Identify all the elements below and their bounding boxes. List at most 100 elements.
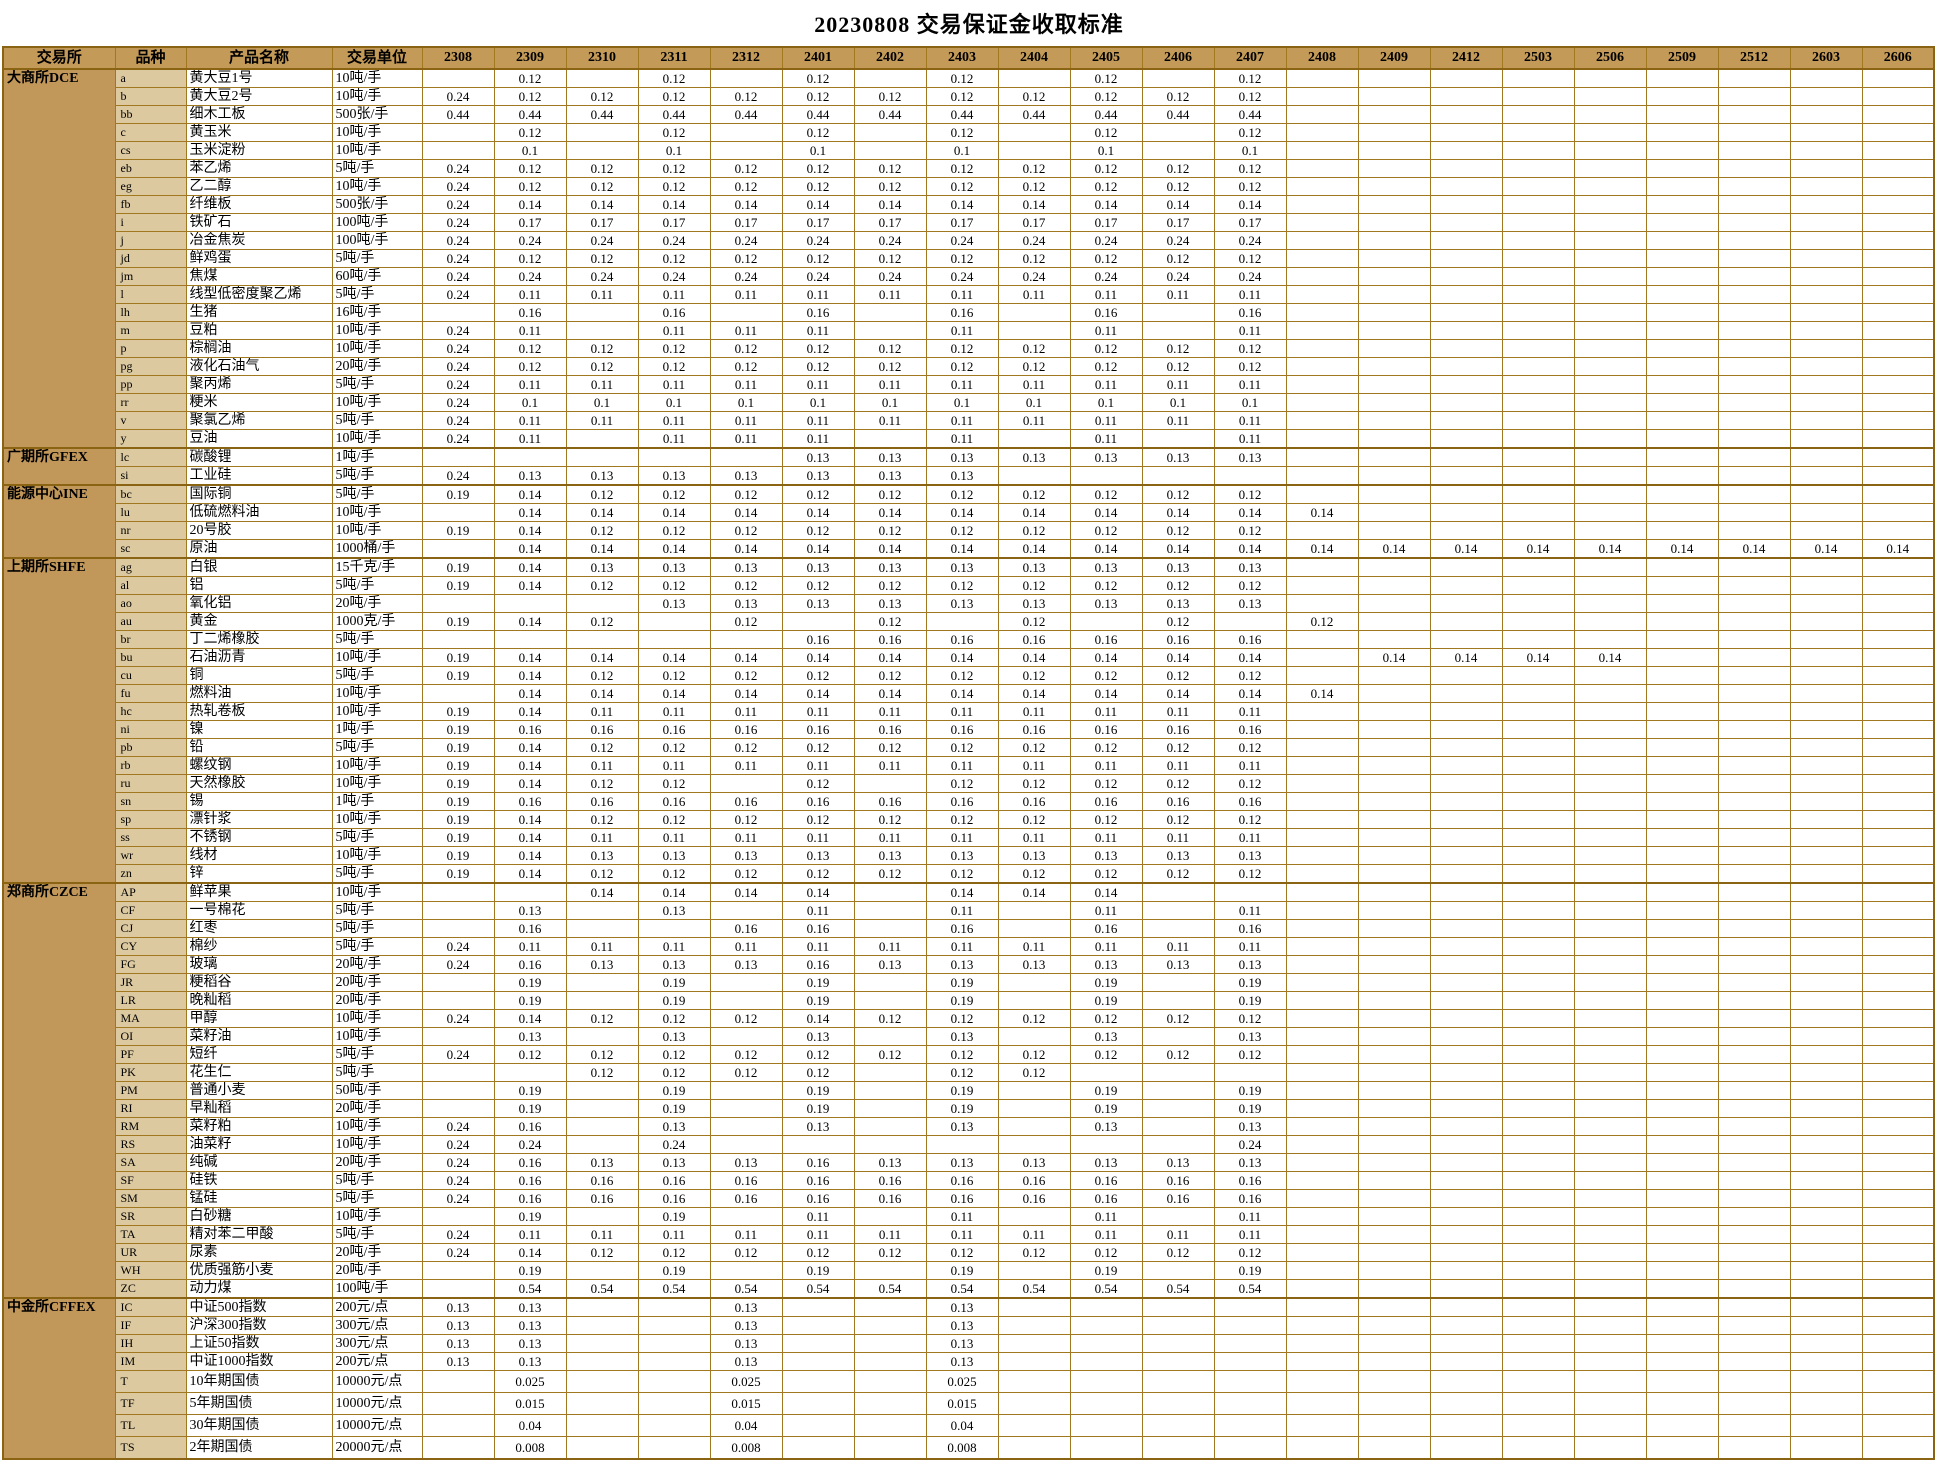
margin-cell: 0.13 bbox=[565, 846, 639, 865]
product-name: 30年期国债 bbox=[185, 1414, 333, 1437]
margin-cell bbox=[1357, 937, 1431, 956]
margin-cell: 0.025 bbox=[493, 1370, 567, 1393]
margin-cell: 0.11 bbox=[1141, 756, 1215, 775]
margin-cell bbox=[1645, 177, 1719, 196]
margin-cell: 0.12 bbox=[997, 1243, 1071, 1262]
margin-cell bbox=[781, 612, 855, 631]
trading-unit: 10吨/手 bbox=[331, 648, 423, 667]
margin-cell: 0.12 bbox=[637, 774, 711, 793]
margin-cell: 0.11 bbox=[709, 321, 783, 340]
margin-cell bbox=[1789, 1414, 1863, 1437]
margin-cell: 0.11 bbox=[997, 937, 1071, 956]
margin-cell bbox=[1717, 1243, 1791, 1262]
margin-cell: 0.12 bbox=[1069, 357, 1143, 376]
margin-cell bbox=[565, 429, 639, 449]
margin-cell: 0.24 bbox=[421, 411, 495, 430]
margin-cell: 0.12 bbox=[925, 1063, 999, 1082]
margin-cell bbox=[1429, 756, 1503, 775]
margin-cell bbox=[1789, 429, 1863, 449]
trading-unit: 10000元/点 bbox=[331, 1392, 423, 1415]
margin-cell: 0.12 bbox=[1213, 249, 1287, 268]
margin-cell: 0.14 bbox=[925, 648, 999, 667]
trading-unit: 20吨/手 bbox=[331, 991, 423, 1010]
page-title: 20230808 交易保证金收取标准 bbox=[814, 12, 1124, 37]
margin-cell bbox=[853, 1207, 927, 1226]
margin-cell: 0.14 bbox=[1213, 503, 1287, 522]
table-row: 中金所CFFEX IC 中证500指数 200元/点 0.13 0.13 0.13 0.13 bbox=[2, 1297, 1935, 1460]
margin-cell: 0.16 bbox=[853, 630, 927, 649]
margin-cell bbox=[1285, 864, 1359, 884]
margin-cell bbox=[421, 882, 495, 902]
margin-cell bbox=[1717, 955, 1791, 974]
margin-cell: 0.44 bbox=[421, 105, 495, 124]
margin-cell: 0.13 bbox=[925, 447, 999, 467]
product-name: 冶金焦炭 bbox=[185, 231, 333, 250]
trading-unit: 5吨/手 bbox=[331, 901, 423, 920]
margin-cell: 0.12 bbox=[1213, 1009, 1287, 1028]
margin-cell: 0.11 bbox=[1141, 375, 1215, 394]
margin-cell bbox=[1645, 1027, 1719, 1046]
margin-cell: 0.12 bbox=[781, 87, 855, 106]
trading-unit: 10吨/手 bbox=[331, 1135, 423, 1154]
margin-cell: 0.16 bbox=[997, 1189, 1071, 1208]
product-name: 纤维板 bbox=[185, 195, 333, 214]
margin-cell bbox=[565, 919, 639, 938]
margin-cell: 0.12 bbox=[709, 249, 783, 268]
margin-cell bbox=[1861, 702, 1935, 721]
margin-cell bbox=[1429, 882, 1503, 902]
margin-cell bbox=[1501, 123, 1575, 142]
margin-cell bbox=[1429, 87, 1503, 106]
product-name: 玉米淀粉 bbox=[185, 141, 333, 160]
margin-cell bbox=[1645, 123, 1719, 142]
margin-cell: 0.12 bbox=[997, 1063, 1071, 1082]
margin-cell bbox=[1141, 466, 1215, 486]
margin-cell bbox=[565, 973, 639, 992]
margin-cell: 0.12 bbox=[493, 87, 567, 106]
margin-cell: 0.12 bbox=[853, 1243, 927, 1262]
margin-cell bbox=[1141, 1261, 1215, 1280]
margin-cell bbox=[1141, 1352, 1215, 1371]
margin-cell: 0.44 bbox=[565, 105, 639, 124]
margin-cell bbox=[1573, 1207, 1647, 1226]
margin-cell: 0.17 bbox=[997, 213, 1071, 232]
margin-cell: 0.13 bbox=[1213, 955, 1287, 974]
margin-cell: 0.11 bbox=[925, 411, 999, 430]
margin-cell bbox=[1861, 447, 1935, 467]
margin-cell: 0.14 bbox=[781, 648, 855, 667]
margin-cell: 0.16 bbox=[565, 792, 639, 811]
margin-cell: 0.12 bbox=[1213, 123, 1287, 142]
margin-cell bbox=[1357, 1225, 1431, 1244]
trading-unit: 5吨/手 bbox=[331, 484, 423, 504]
margin-cell: 0.54 bbox=[1069, 1279, 1143, 1299]
margin-cell bbox=[1717, 774, 1791, 793]
margin-cell: 0.12 bbox=[709, 1045, 783, 1064]
table-row: IF 沪深300指数 300元/点 0.13 0.13 0.13 0.13 bbox=[3, 1316, 1935, 1335]
margin-cell bbox=[1357, 792, 1431, 811]
margin-cell bbox=[1861, 1370, 1935, 1393]
margin-cell: 0.12 bbox=[997, 484, 1071, 504]
margin-cell: 0.19 bbox=[1069, 1261, 1143, 1280]
margin-cell: 0.12 bbox=[565, 177, 639, 196]
variety-code: fu bbox=[114, 684, 187, 703]
margin-cell bbox=[1069, 612, 1143, 631]
margin-cell: 0.12 bbox=[565, 159, 639, 178]
margin-cell bbox=[1717, 1392, 1791, 1415]
product-name: 红枣 bbox=[185, 919, 333, 938]
margin-cell bbox=[1789, 648, 1863, 667]
margin-cell bbox=[1861, 1009, 1935, 1028]
margin-cell bbox=[853, 321, 927, 340]
margin-cell bbox=[1501, 1171, 1575, 1190]
margin-cell bbox=[1789, 231, 1863, 250]
margin-cell bbox=[1501, 864, 1575, 884]
margin-cell: 0.13 bbox=[997, 955, 1071, 974]
margin-cell bbox=[1357, 720, 1431, 739]
margin-cell: 0.14 bbox=[493, 774, 567, 793]
margin-cell: 0.13 bbox=[925, 557, 999, 577]
margin-cell: 0.54 bbox=[1213, 1279, 1287, 1299]
margin-cell: 0.11 bbox=[853, 411, 927, 430]
margin-cell bbox=[1357, 521, 1431, 540]
margin-cell bbox=[565, 1436, 639, 1460]
margin-cell bbox=[1573, 447, 1647, 467]
margin-cell: 0.12 bbox=[781, 339, 855, 358]
margin-cell bbox=[1717, 177, 1791, 196]
